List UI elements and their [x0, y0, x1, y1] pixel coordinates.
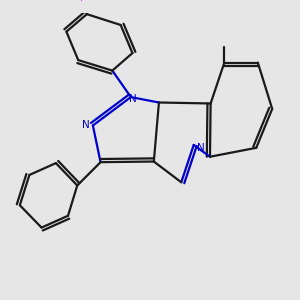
Text: F: F: [80, 0, 86, 3]
Text: N: N: [197, 143, 205, 153]
Text: N: N: [82, 121, 89, 130]
Text: N: N: [129, 94, 136, 104]
